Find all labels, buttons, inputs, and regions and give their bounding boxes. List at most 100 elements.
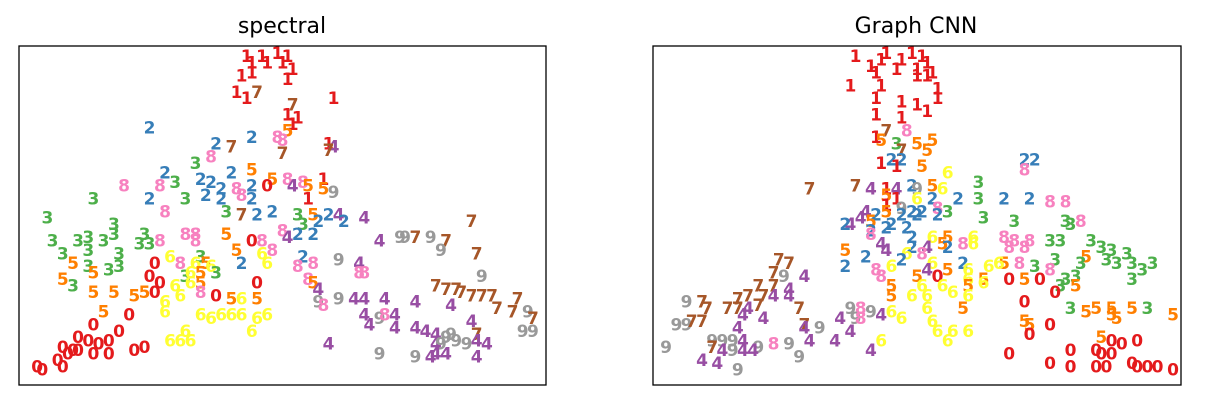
digit-point: 3	[1065, 215, 1077, 235]
digit-point: 0	[1116, 335, 1128, 355]
digit-point: 6	[261, 254, 273, 274]
digit-point: 7	[507, 302, 519, 322]
digit-point: 0	[1044, 354, 1056, 374]
digit-point: 4	[747, 341, 759, 361]
digit-point: 2	[906, 202, 918, 222]
digit-point: 3	[1049, 251, 1061, 271]
digit-point: 1	[896, 51, 908, 71]
digit-point: 0	[1167, 361, 1179, 381]
digit-point: 2	[307, 225, 319, 245]
digit-point: 3	[978, 209, 990, 229]
digit-point: 4	[737, 306, 749, 326]
digit-point: 7	[471, 244, 483, 264]
digit-point: 7	[430, 277, 442, 297]
digit-point: 4	[471, 332, 483, 352]
digit-point: 1	[241, 89, 253, 109]
digit-point: 8	[302, 270, 314, 290]
digit-point: 2	[957, 254, 969, 274]
digit-point: 5	[1024, 315, 1036, 335]
digit-point: 9	[865, 302, 877, 322]
digit-point: 4	[834, 309, 846, 329]
digit-point: 5	[1106, 299, 1118, 319]
digit-point: 6	[967, 228, 979, 248]
digit-point: 5	[926, 131, 938, 151]
digit-point: 3	[220, 202, 232, 222]
digit-point: 3	[67, 277, 79, 297]
digit-point: 3	[87, 189, 99, 209]
digit-point: 1	[875, 51, 887, 71]
digit-point: 1	[287, 60, 299, 80]
digit-point: 2	[312, 212, 324, 232]
digit-point: 1	[906, 44, 918, 64]
digit-point: 3	[891, 134, 903, 154]
digit-point: 9	[778, 267, 790, 287]
digit-point: 8	[118, 176, 130, 196]
digit-point: 0	[139, 338, 151, 358]
digit-point: 6	[962, 260, 974, 280]
digit-point: 8	[292, 257, 304, 277]
digit-point: 4	[420, 322, 432, 342]
digit-point: 6	[926, 312, 938, 332]
digit-point: 5	[957, 299, 969, 319]
digit-point: 6	[205, 257, 217, 277]
digit-point: 5	[231, 241, 243, 261]
digit-point: 1	[911, 67, 923, 87]
digit-point: 5	[139, 283, 151, 303]
digit-point: 6	[885, 302, 897, 322]
digit-point: 3	[103, 260, 115, 280]
digit-point: 3	[1060, 212, 1072, 232]
digit-point: 7	[236, 206, 248, 226]
digit-point: 2	[952, 189, 964, 209]
digit-point: 6	[164, 332, 176, 352]
digit-point: 7	[752, 277, 764, 297]
digit-point: 1	[231, 83, 243, 103]
digit-point: 3	[1100, 251, 1112, 271]
digit-point: 7	[440, 280, 452, 300]
digit-point: 4	[921, 260, 933, 280]
digit-point: 1	[875, 154, 887, 174]
digit-point: 7	[752, 296, 764, 316]
digit-point: 3	[1147, 254, 1159, 274]
digit-point: 6	[875, 332, 887, 352]
digit-point: 4	[425, 348, 437, 368]
digit-point: 6	[937, 277, 949, 297]
digit-point: 8	[855, 309, 867, 329]
digit-point: 9	[522, 302, 534, 322]
digit-point: 4	[389, 319, 401, 339]
digit-point: 2	[880, 218, 892, 238]
digit-point: 9	[727, 332, 739, 352]
digit-point: 0	[1100, 357, 1112, 377]
digit-point: 1	[896, 92, 908, 112]
digit-point: 4	[742, 299, 754, 319]
digit-point: 1	[916, 47, 928, 67]
digit-point: 4	[328, 138, 340, 158]
digit-point: 3	[1085, 231, 1097, 251]
digit-point: 3	[1075, 254, 1087, 274]
digit-point: 4	[891, 180, 903, 200]
digit-point: 5	[200, 254, 212, 274]
digit-point: 6	[225, 306, 237, 326]
digit-point: 2	[926, 189, 938, 209]
digit-point: 2	[1029, 151, 1041, 171]
digit-point: 1	[236, 67, 248, 87]
digit-point: 3	[297, 215, 309, 235]
digit-point: 7	[409, 228, 421, 248]
digit-point: 0	[1044, 315, 1056, 335]
digit-point: 8	[1008, 231, 1020, 251]
digit-point: 7	[742, 286, 754, 306]
digit-point: 0	[1131, 332, 1143, 352]
digit-point: 0	[103, 332, 115, 352]
digit-point: 0	[1090, 357, 1102, 377]
digit-point: 9	[727, 341, 739, 361]
digit-point: 9	[435, 241, 447, 261]
digit-point: 8	[1019, 160, 1031, 180]
digit-point: 3	[942, 202, 954, 222]
digit-point: 3	[1060, 270, 1072, 290]
digit-point: 2	[251, 206, 263, 226]
digit-point: 9	[814, 319, 826, 339]
digit-point: 0	[103, 344, 115, 364]
digit-point: 3	[179, 189, 191, 209]
digit-point: 9	[333, 251, 345, 271]
digit-point: 2	[200, 186, 212, 206]
digit-point: 6	[962, 322, 974, 342]
